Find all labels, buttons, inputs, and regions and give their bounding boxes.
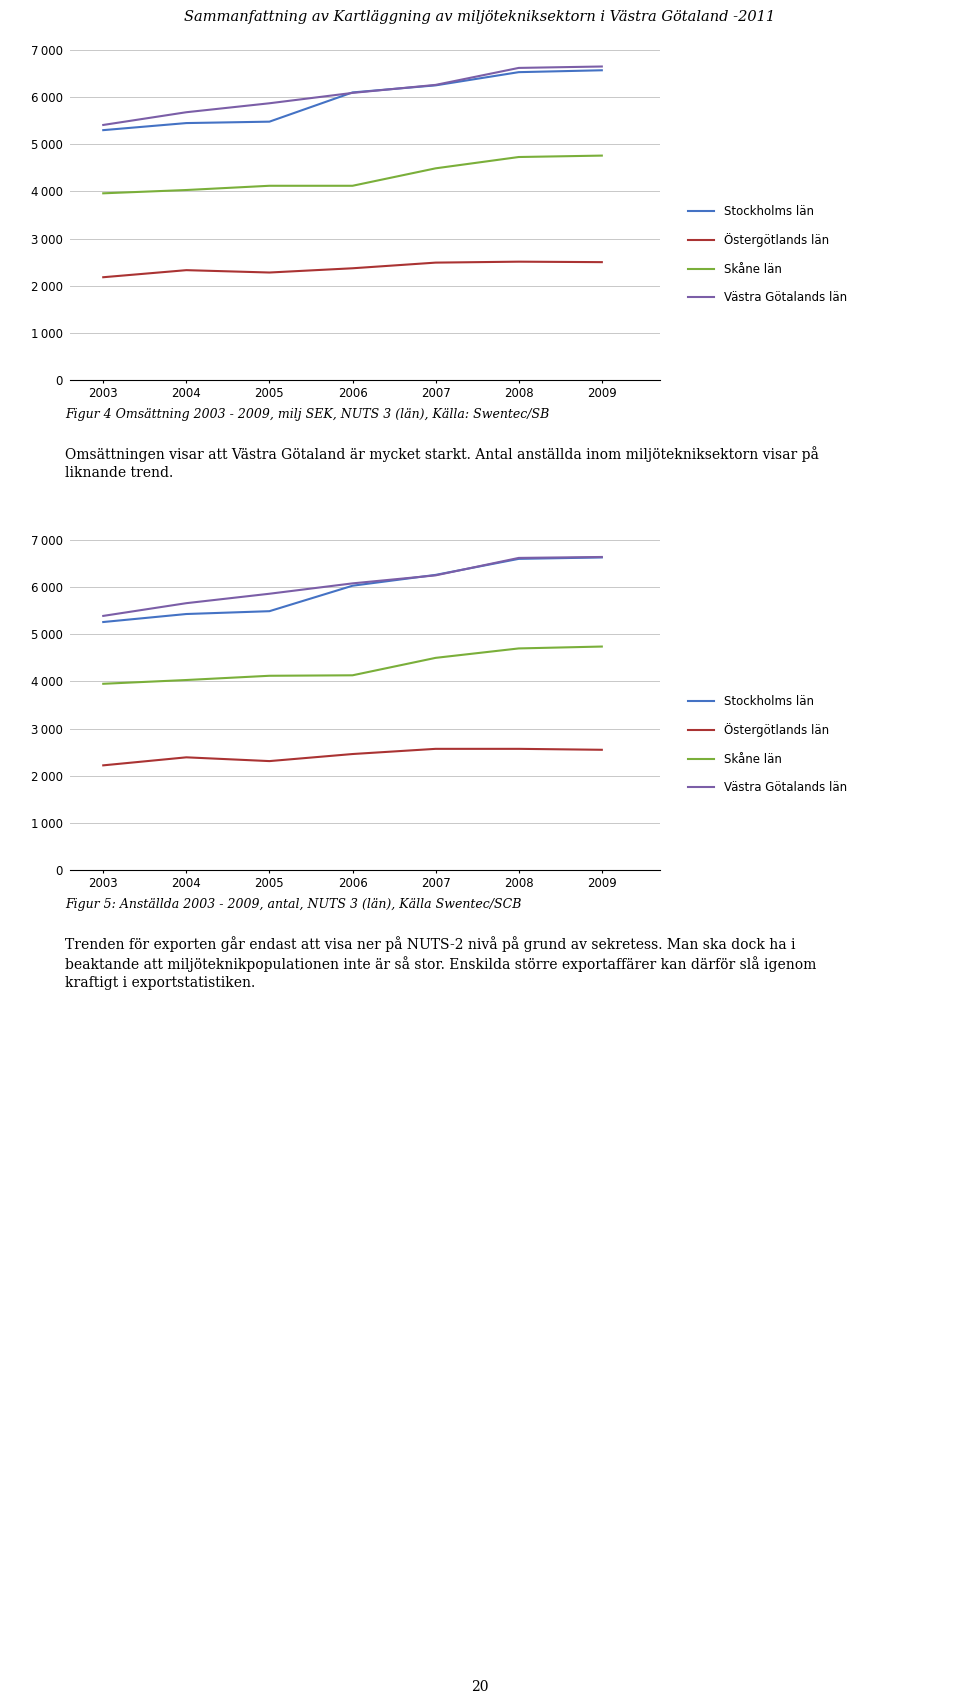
Text: Figur 4 Omsättning 2003 - 2009, milj SEK, NUTS 3 (län), Källa: Swentec/SB: Figur 4 Omsättning 2003 - 2009, milj SEK… [65,407,549,421]
Legend: Stockholms län, Östergötlands län, Skåne län, Västra Götalands län: Stockholms län, Östergötlands län, Skåne… [684,690,852,799]
Text: Trenden för exporten går endast att visa ner på NUTS-2 nivå på grund av sekretes: Trenden för exporten går endast att visa… [65,935,796,953]
Text: liknande trend.: liknande trend. [65,465,173,481]
Text: Figur 5: Anställda 2003 - 2009, antal, NUTS 3 (län), Källa Swentec/SCB: Figur 5: Anställda 2003 - 2009, antal, N… [65,898,521,912]
Text: kraftigt i exportstatistiken.: kraftigt i exportstatistiken. [65,976,255,990]
Legend: Stockholms län, Östergötlands län, Skåne län, Västra Götalands län: Stockholms län, Östergötlands län, Skåne… [684,201,852,308]
Text: Omsättningen visar att Västra Götaland är mycket starkt. Antal anställda inom mi: Omsättningen visar att Västra Götaland ä… [65,446,819,462]
Text: 20: 20 [471,1680,489,1694]
Text: Sammanfattning av Kartläggning av miljötekniksektorn i Västra Götaland -2011: Sammanfattning av Kartläggning av miljöt… [184,10,776,24]
Text: beaktande att miljöteknikpopulationen inte är så stor. Enskilda större exportaff: beaktande att miljöteknikpopulationen in… [65,956,816,971]
